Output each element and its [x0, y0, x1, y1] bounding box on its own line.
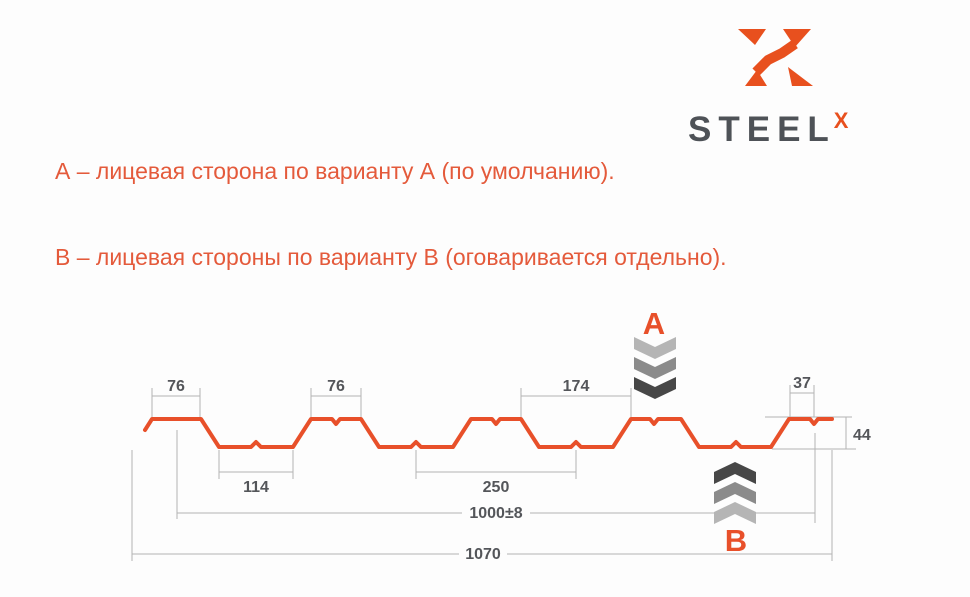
dim-114-label: 114	[243, 479, 269, 496]
logo-wordmark: STEELX	[688, 108, 850, 150]
dim-250-label: 250	[483, 479, 510, 496]
marker-b: B	[714, 462, 756, 558]
note-variant-a: А – лицевая сторона по варианту А (по ум…	[55, 158, 615, 184]
dim-1000: 1000±8	[176, 430, 816, 523]
logo: STEELX	[688, 18, 898, 150]
dim-76-left-label: 76	[167, 378, 185, 395]
dim-44-label: 44	[853, 427, 871, 444]
dim-37-label: 37	[793, 375, 811, 392]
dim-76-left: 76	[151, 378, 201, 418]
logo-icon-bottom-left-flare	[745, 70, 767, 86]
logo-wordmark-text: STEEL	[688, 110, 836, 149]
logo-icon-s-band	[752, 39, 798, 76]
dim-76-mid-label: 76	[327, 378, 345, 395]
dim-250: 250	[415, 450, 577, 496]
logo-superscript-x: X	[833, 108, 849, 133]
dim-76-mid: 76	[310, 378, 362, 418]
chevrons-a-down-icon	[634, 337, 676, 399]
marker-b-label: B	[725, 523, 747, 558]
profile-outline	[143, 417, 834, 449]
chevrons-b-up-icon	[714, 462, 756, 524]
logo-icon-top-right-flare	[783, 29, 811, 47]
logo-icon-bottom-right-wedge	[788, 67, 813, 86]
dim-1070: 1070	[131, 450, 833, 563]
steelx-logo-icon	[738, 29, 813, 86]
dim-174-label: 174	[563, 378, 590, 395]
logo-icon-top-left-wedge	[738, 29, 766, 45]
dim-37: 37	[789, 375, 815, 417]
marker-a-label: A	[643, 306, 665, 341]
marker-a: A	[634, 306, 676, 399]
note-variant-b: В – лицевая стороны по варианту В (огова…	[55, 244, 727, 270]
dim-1070-label: 1070	[465, 546, 501, 563]
dim-174: 174	[520, 378, 632, 418]
dim-114: 114	[218, 450, 294, 496]
dim-1000-label: 1000±8	[469, 505, 522, 522]
